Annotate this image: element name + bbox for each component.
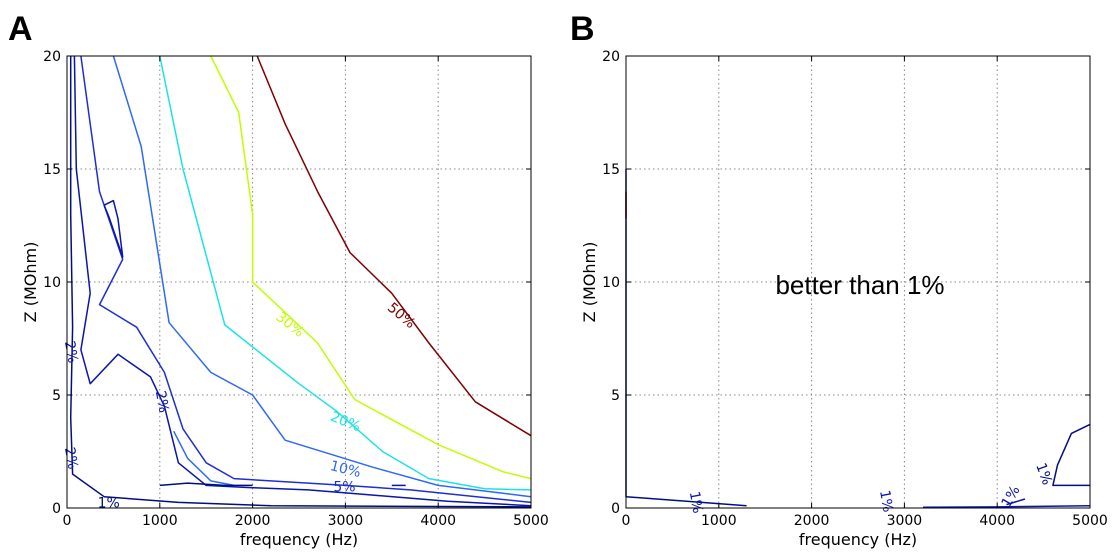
contour-fragment-a — [173, 430, 235, 487]
panel-b: B 1%1% 1% 1% 0 1000 2000 3000 4000 500005101520… — [570, 10, 1108, 549]
contour-label-a: 2% — [61, 340, 81, 365]
contour-label-a: 30% — [273, 309, 307, 341]
contour-line-b — [1052, 423, 1091, 487]
y-axis-title-a: Z (MOhm) — [21, 242, 40, 323]
panel-label-a: A — [8, 10, 33, 48]
x-tick-label-b: 2000 — [794, 513, 830, 529]
x-tick-label-b: 4000 — [979, 513, 1015, 529]
contour-label-a: 2% — [61, 446, 81, 471]
x-tick-label-a: 2000 — [235, 513, 271, 529]
x-tick-label-b: 3000 — [887, 513, 923, 529]
x-tick-label-a: 4000 — [420, 513, 456, 529]
contour-fragment-a — [159, 482, 253, 487]
x-tick-label-b: 5000 — [1072, 513, 1108, 529]
grid-b — [626, 56, 1090, 508]
y-tick-label-a: 5 — [52, 388, 61, 404]
x-tick-label-b: 0 — [622, 513, 631, 529]
y-tick-label-a: 20 — [43, 49, 61, 65]
contours-b — [625, 169, 1091, 509]
contour-label-a: 50% — [384, 300, 418, 332]
contour-fragment-b — [625, 169, 747, 507]
y-tick-label-b: 15 — [602, 162, 620, 178]
x-tick-label-a: 5000 — [513, 513, 549, 529]
x-axis-title-a: frequency (Hz) — [240, 530, 358, 549]
contour-label-a: 2% — [152, 389, 172, 414]
y-axis-title-b: Z (MOhm) — [580, 242, 599, 323]
contour-line-a — [73, 55, 532, 507]
ticks-b: 0 1000 2000 3000 4000 5000 0 5 10 15 20 — [602, 49, 1108, 529]
contour-label-a: 5% — [333, 480, 355, 496]
contour-line-a — [80, 55, 532, 504]
ticks-a: 0 1000 2000 3000 4000 5000 0 5 10 15 20 — [43, 49, 549, 529]
contour-line-a — [112, 55, 532, 498]
y-tick-label-a: 15 — [43, 162, 61, 178]
panel-a: A 50% 30% 20% 10%5% 2% 2% 2% 1% 0 1000 2000 3000 40… — [8, 10, 549, 549]
contour-label-a: 20% — [328, 409, 363, 435]
contour-label-b: 1% — [1032, 461, 1055, 487]
x-tick-label-b: 1000 — [701, 513, 737, 529]
y-tick-label-b: 20 — [602, 49, 620, 65]
x-axis-title-b: frequency (Hz) — [799, 530, 917, 549]
contour-line-a — [210, 55, 532, 480]
x-tick-label-a: 0 — [63, 513, 72, 529]
contour-fragment-a — [103, 199, 124, 258]
y-tick-label-a: 10 — [43, 275, 61, 291]
x-tick-label-a: 1000 — [142, 513, 178, 529]
panel-label-b: B — [570, 10, 595, 48]
plot-frame-a — [66, 55, 532, 509]
y-tick-label-b: 10 — [602, 275, 620, 291]
contour-line-a — [69, 56, 532, 508]
grid-a — [67, 56, 531, 508]
contour-label-a: 1% — [98, 495, 120, 511]
y-tick-label-b: 5 — [611, 388, 620, 404]
contour-line-a — [159, 55, 532, 491]
contour-line-a — [256, 55, 532, 437]
x-tick-label-a: 3000 — [328, 513, 364, 529]
contour-fragment-b — [1006, 498, 1026, 506]
y-tick-label-b: 0 — [611, 501, 620, 517]
contour-label-b: 1% — [686, 490, 706, 515]
contour-label-b: 1% — [876, 489, 896, 514]
contours-a — [69, 55, 532, 508]
annotation-b: better than 1% — [775, 270, 944, 300]
contour-label-a: 10% — [328, 458, 362, 481]
y-tick-label-a: 0 — [52, 501, 61, 517]
